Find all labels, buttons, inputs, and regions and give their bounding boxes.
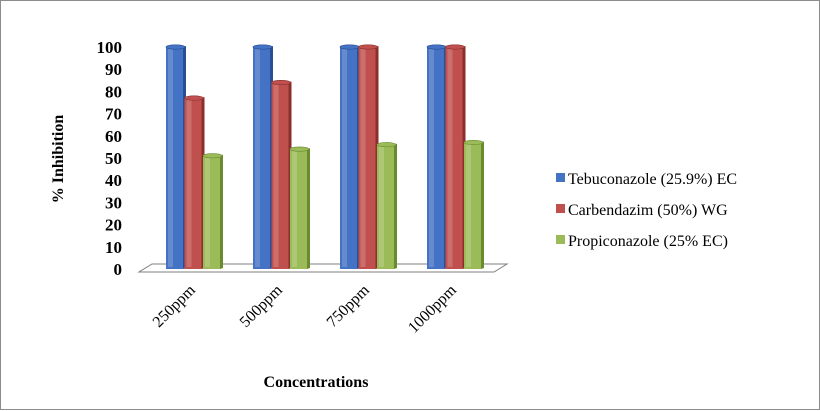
bar <box>426 44 447 269</box>
y-tick-label: 80 <box>105 82 122 101</box>
bar-highlight <box>273 84 279 268</box>
y-tick-label: 30 <box>105 193 122 212</box>
bar-highlight <box>342 49 347 267</box>
chart-floor-plane <box>137 263 509 273</box>
bar <box>289 146 310 269</box>
y-tick-label: 20 <box>105 216 122 235</box>
legend-item: Carbendazim (50%) WG <box>556 202 728 219</box>
y-tick-label: 70 <box>105 105 122 124</box>
bar-top <box>463 139 484 145</box>
bar-top <box>339 44 360 50</box>
bar-front <box>358 47 376 269</box>
x-tick-label: 500ppm <box>237 281 286 330</box>
x-tick-label: 250ppm <box>150 281 199 330</box>
bar-front <box>290 149 307 269</box>
bar-top <box>358 44 378 50</box>
legend-label: Tebuconazole (25.9%) EC <box>568 171 737 188</box>
bars <box>165 44 484 270</box>
bar-top <box>445 44 465 50</box>
bar-front <box>184 98 202 269</box>
bar-side <box>394 143 397 269</box>
bar-front <box>427 47 444 269</box>
bar-top <box>165 44 186 50</box>
bar-front <box>377 144 394 269</box>
bar <box>376 142 397 269</box>
bar-highlight <box>466 144 471 267</box>
x-tick-label: 750ppm <box>324 281 373 330</box>
bar-top <box>252 44 273 50</box>
bar-highlight <box>255 49 260 267</box>
bar <box>445 44 466 269</box>
bar-highlight <box>205 157 210 267</box>
legend-swatch <box>556 235 565 244</box>
bar-highlight <box>360 49 366 267</box>
y-axis: 0 10 20 30 40 50 60 70 80 90 100 <box>97 38 123 279</box>
bar-highlight <box>186 100 192 267</box>
bar-highlight <box>379 146 384 267</box>
bar-front <box>166 47 183 269</box>
bar-top <box>184 95 204 101</box>
y-tick-label: 0 <box>114 260 123 279</box>
y-tick-label: 10 <box>105 238 122 257</box>
chart-floor <box>137 263 509 273</box>
bar <box>463 139 484 269</box>
bar <box>271 80 292 270</box>
bar-highlight <box>447 49 453 267</box>
y-tick-label: 90 <box>105 60 122 79</box>
bar-front <box>340 47 357 269</box>
bar-front <box>464 142 481 269</box>
legend-item: Propiconazole (25% EC) <box>556 233 728 250</box>
legend: Tebuconazole (25.9%) EC Carbendazim (50%)… <box>556 171 737 250</box>
bar <box>339 44 360 269</box>
bar-highlight <box>292 151 297 267</box>
bar-side <box>220 154 223 269</box>
legend-label: Carbendazim (50%) WG <box>568 202 728 219</box>
bar-top <box>376 142 397 148</box>
bar-front <box>445 47 463 269</box>
bar <box>184 95 205 269</box>
bar-highlight <box>168 49 173 267</box>
bar-front <box>253 47 270 269</box>
y-tick-label: 60 <box>105 127 122 146</box>
bar-front <box>203 155 220 269</box>
legend-item: Tebuconazole (25.9%) EC <box>556 171 737 188</box>
y-axis-title: % Inhibition <box>50 115 67 204</box>
bar-side <box>307 148 310 269</box>
bar-top <box>202 153 223 159</box>
bar-front <box>271 82 289 270</box>
y-tick-label: 50 <box>105 149 122 168</box>
bar <box>252 44 273 269</box>
legend-swatch <box>556 173 565 182</box>
bar-top <box>271 80 291 86</box>
bar-top <box>289 146 310 152</box>
x-tick-label: 1000ppm <box>405 281 460 336</box>
bar-side <box>481 141 484 269</box>
bar <box>358 44 379 269</box>
y-tick-label: 40 <box>105 171 122 190</box>
y-tick-label: 100 <box>97 38 123 57</box>
x-axis-labels: 250ppm 500ppm 750ppm 1000ppm <box>150 281 460 336</box>
legend-swatch <box>556 204 565 213</box>
bar-top <box>426 44 447 50</box>
x-axis-title: Concentrations <box>264 374 369 391</box>
bar <box>202 153 223 269</box>
legend-label: Propiconazole (25% EC) <box>568 233 728 250</box>
bar <box>165 44 186 269</box>
bar-highlight <box>429 49 434 267</box>
